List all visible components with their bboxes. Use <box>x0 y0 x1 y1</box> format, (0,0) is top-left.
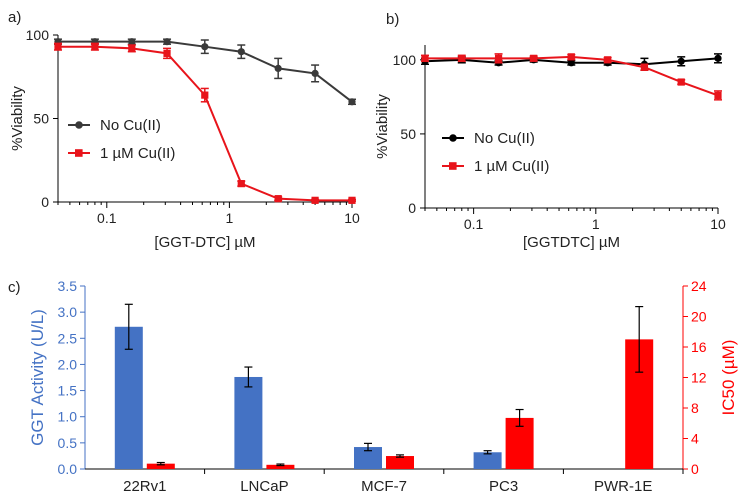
data-point-a <box>91 43 99 51</box>
data-point-a <box>311 196 319 204</box>
y-tick-label-a: 0 <box>41 194 49 210</box>
data-point-b <box>458 54 466 62</box>
x-tick-label-b: 1 <box>592 216 600 232</box>
x-category-label-c: LNCaP <box>240 478 288 495</box>
data-point-b <box>640 63 649 71</box>
y-tick-label-right-c: 4 <box>691 431 699 447</box>
bar-ic50 <box>386 456 414 469</box>
legend-label-b: No Cu(II) <box>474 130 535 147</box>
data-point-b <box>714 91 722 99</box>
data-point-a <box>237 48 245 56</box>
bar-ggt-activity <box>473 452 502 469</box>
data-point-a <box>201 91 209 99</box>
panel-label-a: a) <box>8 9 21 26</box>
legend-marker-b <box>449 134 457 142</box>
data-point-b <box>567 59 575 67</box>
x-tick-label-b: 10 <box>710 216 726 232</box>
x-tick-label-a: 1 <box>225 210 233 226</box>
data-point-b <box>677 78 685 86</box>
y-tick-label-b: 100 <box>393 52 417 68</box>
bar-ic50 <box>266 464 295 469</box>
y-tick-label-left-c: 1.5 <box>58 383 78 399</box>
y-tick-label-b: 50 <box>400 126 416 142</box>
y-axis-title-left-c: GGT Activity (U/L) <box>28 309 47 446</box>
y-tick-label-left-c: 2.0 <box>58 356 78 372</box>
y-tick-label-left-c: 0.5 <box>58 435 78 451</box>
y-tick-label-a: 50 <box>33 111 49 127</box>
y-tick-label-right-c: 20 <box>691 309 707 325</box>
legend-label-b: 1 µM Cu(II) <box>474 158 549 175</box>
y-tick-label-right-c: 24 <box>691 278 707 294</box>
data-point-b <box>677 57 685 65</box>
data-point-b <box>604 56 612 64</box>
x-tick-label-b: 0.1 <box>464 216 484 232</box>
x-category-label-c: PC3 <box>489 478 518 495</box>
bar-ic50 <box>146 463 175 469</box>
legend-label-a: No Cu(II) <box>100 117 161 134</box>
legend-marker-b <box>449 162 457 170</box>
y-tick-label-left-c: 2.5 <box>58 330 78 346</box>
y-tick-label-left-c: 3.5 <box>58 278 78 294</box>
y-tick-label-left-c: 0.0 <box>58 461 78 477</box>
x-category-label-c: MCF-7 <box>361 478 407 495</box>
x-axis-title-a: [GGT-DTC] µM <box>154 234 255 251</box>
data-point-b <box>714 54 722 62</box>
data-point-a <box>237 180 245 188</box>
data-point-b <box>494 54 503 62</box>
y-tick-label-left-c: 1.0 <box>58 409 78 425</box>
data-point-a <box>348 98 356 106</box>
x-category-label-c: 22Rv1 <box>123 478 166 495</box>
y-axis-title-a: %Viability <box>9 86 26 151</box>
x-category-label-c: PWR-1E <box>594 478 652 495</box>
data-point-a <box>128 38 136 46</box>
y-axis-title-right-c: IC50 (µM) <box>719 340 738 416</box>
y-tick-label-a: 100 <box>26 27 50 43</box>
data-point-a <box>54 43 62 51</box>
y-tick-label-b: 0 <box>408 200 416 216</box>
y-tick-label-right-c: 16 <box>691 339 707 355</box>
legend-marker-a <box>75 149 83 157</box>
data-point-a <box>128 44 136 52</box>
bar-ggt-activity <box>234 376 263 469</box>
data-point-a <box>348 196 356 204</box>
x-tick-label-a: 0.1 <box>97 210 117 226</box>
data-point-a <box>274 195 282 203</box>
legend-label-a: 1 µM Cu(II) <box>100 145 175 162</box>
data-point-a <box>201 43 209 51</box>
data-point-a <box>274 64 282 72</box>
y-axis-title-b: %Viability <box>374 94 391 159</box>
y-tick-label-right-c: 12 <box>691 370 707 386</box>
panel-label-c: c) <box>8 279 21 296</box>
bar-ggt-activity <box>114 326 143 469</box>
y-tick-label-right-c: 0 <box>691 461 699 477</box>
data-point-b <box>530 54 538 62</box>
data-point-a <box>163 38 171 46</box>
panel-label-b: b) <box>386 11 399 28</box>
legend-marker-a <box>75 121 83 129</box>
data-point-b <box>421 54 429 62</box>
data-point-a <box>311 69 319 78</box>
x-axis-title-b: [GGTDTC] µM <box>523 234 620 251</box>
data-point-b <box>567 53 575 61</box>
x-tick-label-a: 10 <box>344 210 360 226</box>
y-tick-label-right-c: 8 <box>691 400 699 416</box>
data-point-a <box>163 49 171 57</box>
y-tick-label-left-c: 3.0 <box>58 304 78 320</box>
bar-ggt-activity <box>354 447 382 469</box>
